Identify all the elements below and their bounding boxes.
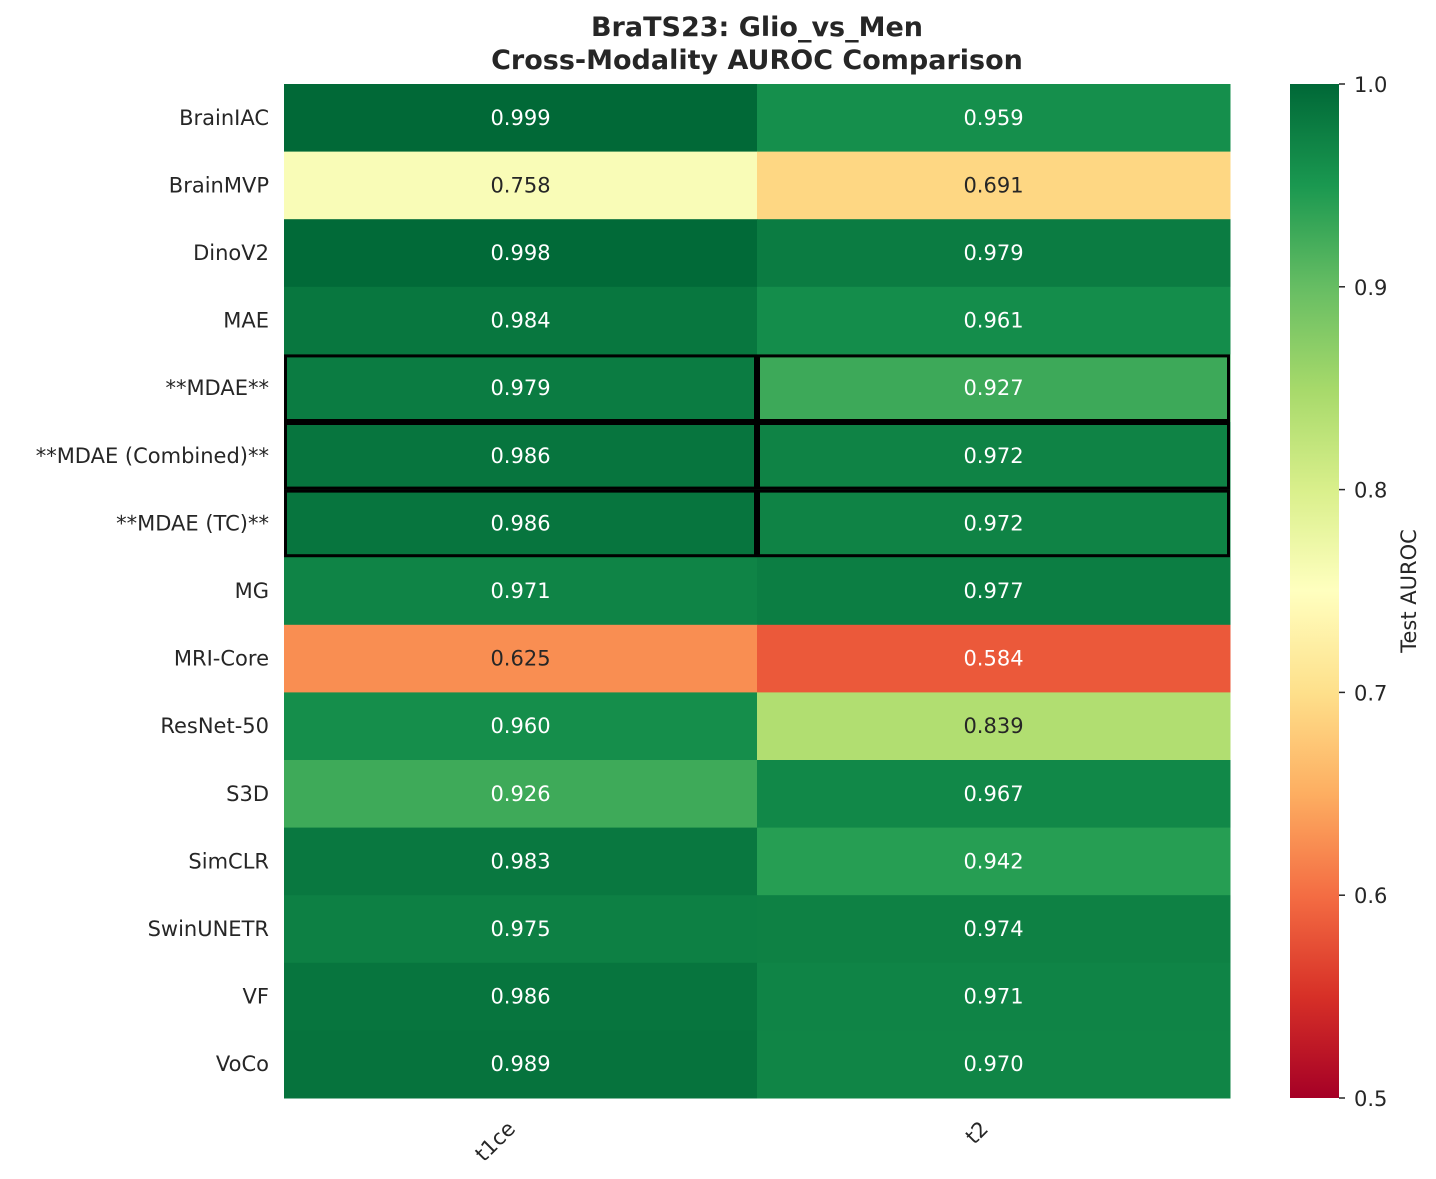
cell-value-label: 0.979 (963, 241, 1023, 265)
row-label: MRI-Core (174, 647, 269, 671)
cell-value-label: 0.584 (963, 647, 1023, 671)
colorbar-tick-label: 0.7 (1354, 681, 1387, 705)
row-label: **MDAE** (165, 376, 269, 400)
colorbar-ticks: 0.5 0.6 0.7 0.8 0.9 1.0 (1339, 73, 1387, 1111)
heatmap-cell-voco-t2 (757, 1030, 1231, 1099)
cell-value-label: 0.979 (490, 376, 550, 400)
row-labels: BrainIAC BrainMVP DinoV2 MAE **MDAE** **MDAE … (36, 106, 269, 1076)
heatmap-cell-mdae-t2 (757, 354, 1231, 423)
cell-value-label: 0.971 (963, 985, 1023, 1009)
column-label: t2 (961, 1117, 993, 1149)
heatmap-cell-simclr-t1ce (284, 827, 758, 896)
column-label: t1ce (470, 1117, 520, 1167)
row-label: BrainIAC (179, 106, 269, 130)
heatmap-cell-mri-core-t1ce (284, 624, 758, 693)
heatmap-cells: 0.999 0.959 0.758 0.691 0.998 0.979 0.984 0.961… (284, 84, 1231, 1099)
row-label: DinoV2 (193, 241, 269, 265)
colorbar (1290, 84, 1339, 1098)
row-label: **MDAE (TC)** (116, 511, 269, 535)
cell-value-label: 0.839 (963, 714, 1023, 738)
heatmap-cell-mdae-combined-t2 (757, 422, 1231, 491)
row-label: ResNet-50 (160, 714, 269, 738)
cell-value-label: 0.986 (490, 511, 550, 535)
cell-value-label: 0.927 (963, 376, 1023, 400)
cell-value-label: 0.977 (963, 579, 1023, 603)
cell-value-label: 0.758 (490, 173, 550, 197)
row-label: SwinUNETR (148, 917, 269, 941)
heatmap-cell-dinov2-t1ce (284, 219, 758, 288)
heatmap-cell-brainmvp-t2 (757, 151, 1231, 220)
heatmap-cell-resnet-50-t2 (757, 692, 1231, 761)
row-label: VoCo (216, 1052, 269, 1076)
heatmap-cell-brainiac-t1ce (284, 84, 758, 153)
colorbar-tick-label: 0.6 (1354, 884, 1387, 908)
cell-value-label: 0.989 (490, 1052, 550, 1076)
heatmap-cell-mdae-tc-t1ce (284, 489, 758, 558)
column-labels: t1ce t2 (470, 1117, 993, 1167)
heatmap-cell-voco-t1ce (284, 1030, 758, 1099)
heatmap-cell-swinunetr-t1ce (284, 895, 758, 964)
cell-value-label: 0.998 (490, 241, 550, 265)
highlight-border (284, 422, 757, 490)
heatmap-cell-vf-t1ce (284, 962, 758, 1031)
cell-value-label: 0.975 (490, 917, 550, 941)
cell-value-label: 0.625 (490, 647, 550, 671)
heatmap-cell-mae-t2 (757, 286, 1231, 355)
highlight-border (757, 354, 1230, 422)
cell-value-label: 0.970 (963, 1052, 1023, 1076)
chart-title-line-2: Cross-Modality AUROC Comparison (491, 45, 1023, 76)
row-label: VF (243, 985, 269, 1009)
heatmap-cell-brainiac-t2 (757, 84, 1231, 153)
cell-value-label: 0.999 (490, 106, 550, 130)
highlight-border (284, 354, 757, 422)
row-label: **MDAE (Combined)** (36, 444, 269, 468)
heatmap-cell-mri-core-t2 (757, 624, 1231, 693)
cell-value-label: 0.926 (490, 782, 550, 806)
cell-value-label: 0.691 (963, 173, 1023, 197)
cell-value-label: 0.959 (963, 106, 1023, 130)
cell-value-label: 0.974 (963, 917, 1023, 941)
heatmap-highlights (284, 354, 1230, 558)
highlight-border (757, 422, 1230, 490)
heatmap-cell-vf-t2 (757, 962, 1231, 1031)
colorbar-tick-label: 0.9 (1354, 276, 1387, 300)
cell-value-label: 0.972 (963, 511, 1023, 535)
row-label: S3D (226, 782, 269, 806)
heatmap-cell-mdae-t1ce (284, 354, 758, 423)
row-label: BrainMVP (169, 173, 269, 197)
heatmap-cell-mae-t1ce (284, 286, 758, 355)
row-label: MAE (223, 309, 269, 333)
highlight-border (757, 489, 1230, 558)
cell-value-label: 0.983 (490, 849, 550, 873)
cell-value-label: 0.967 (963, 782, 1023, 806)
row-label: SimCLR (188, 849, 269, 873)
colorbar-tick-label: 1.0 (1354, 73, 1387, 97)
highlight-border (284, 489, 757, 558)
heatmap-cell-s3d-t2 (757, 760, 1231, 829)
cell-value-label: 0.986 (490, 444, 550, 468)
cell-value-label: 0.942 (963, 849, 1023, 873)
cell-value-label: 0.972 (963, 444, 1023, 468)
heatmap-cell-mg-t1ce (284, 557, 758, 626)
cell-value-label: 0.971 (490, 579, 550, 603)
heatmap-cell-brainmvp-t1ce (284, 151, 758, 220)
heatmap-cell-resnet-50-t1ce (284, 692, 758, 761)
cell-value-label: 0.961 (963, 309, 1023, 333)
heatmap-cell-mg-t2 (757, 557, 1231, 626)
cell-value-label: 0.960 (490, 714, 550, 738)
heatmap-cell-swinunetr-t2 (757, 895, 1231, 964)
cell-value-label: 0.984 (490, 309, 550, 333)
cell-value-label: 0.986 (490, 985, 550, 1009)
colorbar-tick-label: 0.5 (1354, 1087, 1387, 1111)
heatmap-cell-dinov2-t2 (757, 219, 1231, 288)
heatmap-cell-simclr-t2 (757, 827, 1231, 896)
colorbar-tick-label: 0.8 (1354, 479, 1387, 503)
heatmap-cell-s3d-t1ce (284, 760, 758, 829)
chart-title-line-1: BraTS23: Glio_vs_Men (591, 12, 923, 43)
colorbar-label: Test AUROC (1397, 529, 1421, 654)
row-label: MG (235, 579, 269, 603)
heatmap-cell-mdae-combined-t1ce (284, 422, 758, 491)
heatmap-cell-mdae-tc-t2 (757, 489, 1231, 558)
